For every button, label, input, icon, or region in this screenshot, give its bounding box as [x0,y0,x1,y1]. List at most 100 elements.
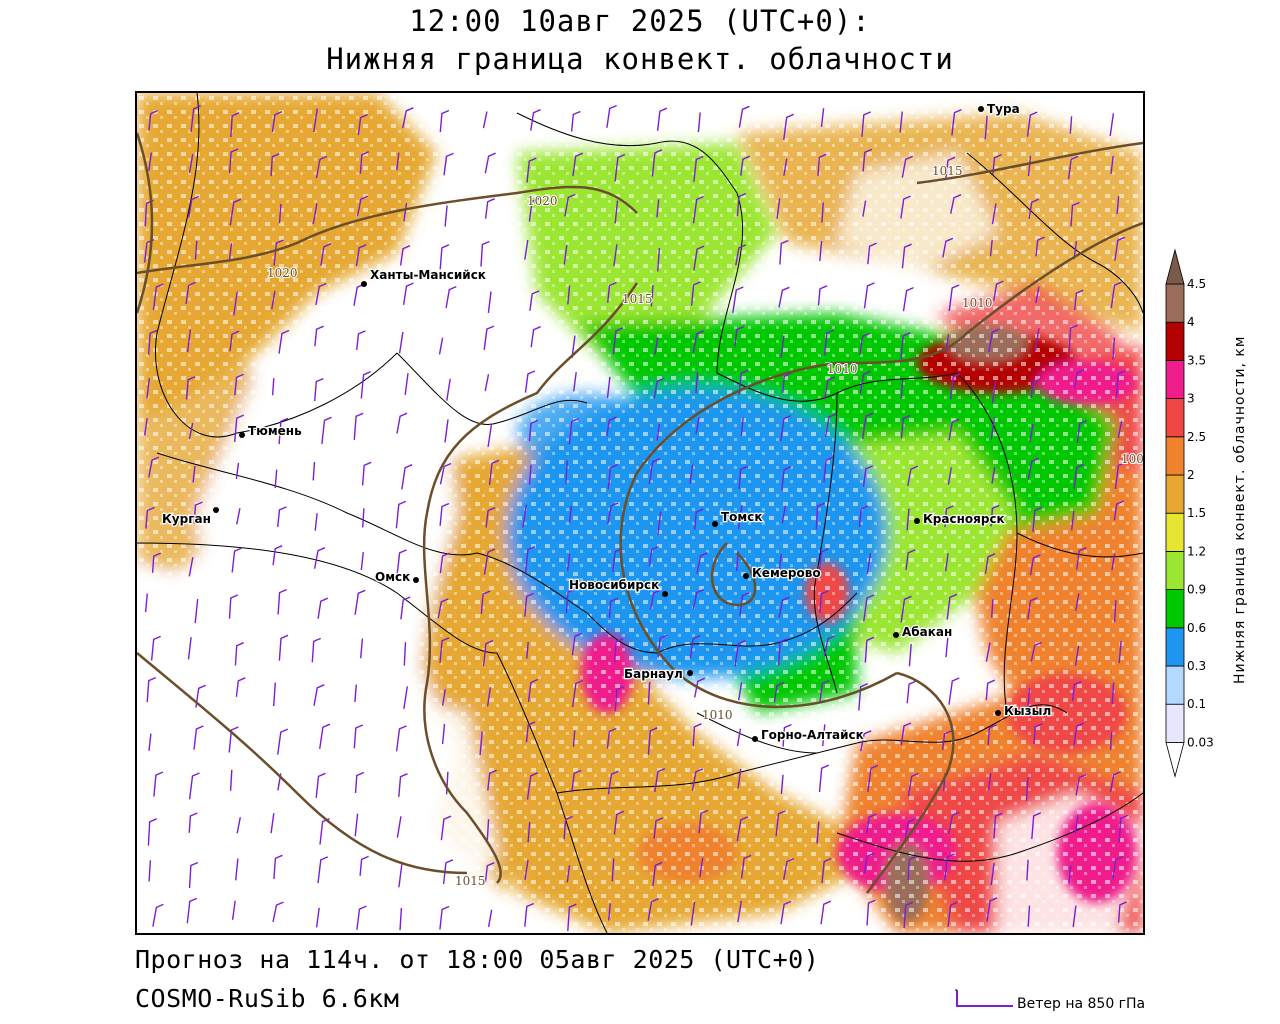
wind-barb [355,244,367,267]
wind-barb [1113,500,1124,521]
colorbar-swatches [1165,248,1185,778]
wind-barb [144,418,148,436]
wind-barb [487,769,497,791]
wind-barb [739,591,750,616]
wind-barb [526,641,529,659]
wind-barb [480,590,491,615]
wind-barb [900,595,912,623]
wind-barb [441,689,446,706]
wind-barb [1035,236,1045,257]
wind-barb [1118,814,1128,843]
wind-barb [271,111,283,133]
wind-barb [698,809,709,834]
colorbar-tick-label: 0.3 [1187,659,1206,673]
wind-barb [274,469,278,489]
wind-barb [482,111,488,129]
wind-barb [563,244,568,265]
wind-barb [608,903,611,921]
wind-barb [439,109,450,133]
wind-barb [1118,641,1122,664]
wind-barb [403,642,407,666]
wind-barb [1073,369,1085,389]
wind-barb [566,865,571,883]
isobar-label: 1015 [932,164,963,178]
wind-barb [278,417,289,445]
wind-barb [822,724,826,747]
wind-barb [907,855,917,880]
colorbar-swatch [1165,474,1185,514]
wind-barb [950,194,962,214]
wind-barb [817,153,827,176]
wind-barb [148,109,158,131]
wind-barb [653,377,665,399]
wind-barb [228,243,233,261]
wind-barb [314,377,324,402]
wind-barb [693,245,705,271]
wind-barb [312,203,318,225]
wind-barb [1030,641,1042,662]
wind-barb [777,638,788,666]
wind-barb [780,415,792,442]
wind-barb [235,858,239,881]
wind-barb [780,335,785,358]
colorbar-tick-label: 0.1 [1187,697,1206,711]
isobar-1010-ellipse [619,361,898,708]
wind-barb [144,593,148,613]
wind-barb [991,599,994,618]
wind-barb [781,505,787,524]
wind-barb [607,770,619,795]
wind-barb [193,501,203,524]
wind-barb [152,283,164,311]
wind-barb [187,637,192,660]
isobar-labels: 1020 1020 1015 1015 1010 1010 1010 1015 … [266,163,1143,889]
wind-barb [859,370,871,394]
wind-barb [1068,865,1072,884]
wind-barb [740,155,751,176]
wind-barb [315,155,328,179]
wind-barb [1076,419,1088,443]
wind-barb [945,637,949,658]
wind-barb [524,239,529,260]
wind-barb [653,817,664,839]
cloud-base-field [137,93,1143,933]
wind-barb [690,901,696,926]
wind-legend-label: Ветер на 850 гПа [1017,996,1146,1012]
wind-barb [354,813,359,837]
wind-barb [782,723,792,747]
wind-barb [228,594,239,619]
wind-legend: Ветер на 850 гПа [955,988,1205,1018]
wind-barb [650,284,654,307]
wind-barb [272,545,283,566]
wind-barb [438,337,444,355]
wind-barb [480,240,490,267]
title-line-1: 12:00 10авг 2025 (UTC+0): [409,4,871,38]
wind-barb [647,727,658,755]
wind-barb [824,413,837,438]
wind-barb [572,730,576,747]
map-panel[interactable]: 1020 1020 1015 1015 1010 1010 1010 1015 … [135,91,1145,935]
wind-barb [1027,155,1032,177]
wind-barb [360,371,371,399]
wind-barb [906,508,910,531]
wind-barb [530,326,541,348]
wind-barb [148,152,152,171]
isobar-1020-north [137,185,638,275]
wind-barb [657,247,661,272]
isobar-label: 1020 [267,266,298,280]
wind-barb [231,547,242,573]
wind-barb [740,417,744,436]
wind-barb [1111,682,1115,705]
wind-barb [738,105,750,128]
wind-barb [565,460,568,484]
wind-barb [1111,553,1116,571]
wind-barb [614,153,626,182]
wind-barb [945,156,956,178]
svg-text:Омск: Омск [375,570,410,584]
wind-barb [692,195,704,224]
wind-barb [1067,155,1079,180]
wind-barb [359,855,369,876]
wind-barb [314,513,318,531]
wind-barb [353,412,364,440]
wind-barbs [143,104,1128,932]
isobar-1010-east [836,221,1143,365]
